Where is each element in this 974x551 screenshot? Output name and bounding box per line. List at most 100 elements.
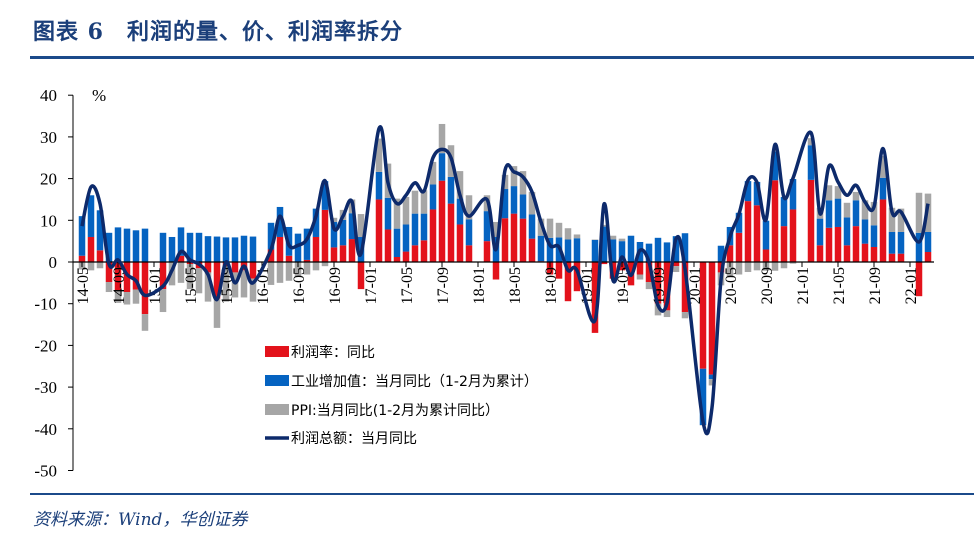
bar-industrial-value-added xyxy=(789,179,797,210)
bar-ppi xyxy=(114,291,122,303)
bar-profit-margin xyxy=(483,241,491,262)
y-tick-label: -50 xyxy=(34,462,57,481)
bar-industrial-value-added xyxy=(231,237,239,262)
bar-industrial-value-added xyxy=(276,206,284,237)
bar-ppi xyxy=(87,262,95,271)
bar-profit-margin xyxy=(762,249,770,262)
x-tick-label: 17-05 xyxy=(399,267,416,304)
bar-ppi xyxy=(186,264,194,290)
bar-profit-margin xyxy=(744,201,752,262)
bar-industrial-value-added xyxy=(627,235,635,262)
x-tick-label: 20-01 xyxy=(687,267,704,304)
title-divider xyxy=(30,56,974,59)
y-tick-label: 20 xyxy=(40,170,57,189)
bar-profit-margin xyxy=(267,249,275,262)
bar-profit-margin xyxy=(402,251,410,262)
x-tick-label: 20-05 xyxy=(723,267,740,304)
bar-industrial-value-added xyxy=(753,181,761,206)
bar-profit-margin xyxy=(375,199,383,262)
y-tick-label: 30 xyxy=(40,128,57,147)
bar-industrial-value-added xyxy=(888,231,896,254)
bar-ppi xyxy=(321,262,329,267)
bar-profit-margin xyxy=(447,203,455,262)
bar-industrial-value-added xyxy=(654,237,662,262)
bar-industrial-value-added xyxy=(843,217,851,246)
bar-profit-margin xyxy=(285,255,293,262)
bar-industrial-value-added xyxy=(699,368,707,426)
bar-profit-margin xyxy=(636,262,644,275)
bar-industrial-value-added xyxy=(240,235,248,262)
bar-industrial-value-added xyxy=(663,242,671,262)
bar-industrial-value-added xyxy=(870,225,878,247)
bar-profit-margin xyxy=(312,236,320,262)
bar-industrial-value-added xyxy=(600,226,608,262)
bar-profit-margin xyxy=(843,245,851,262)
legend-swatch xyxy=(265,404,289,415)
bar-profit-margin xyxy=(87,236,95,262)
bar-profit-margin xyxy=(771,180,779,262)
bar-industrial-value-added xyxy=(402,224,410,252)
bar-ppi xyxy=(276,262,284,283)
bar-industrial-value-added xyxy=(483,211,491,242)
bar-ppi xyxy=(213,298,221,328)
bar-ppi xyxy=(672,266,680,273)
bar-industrial-value-added xyxy=(897,231,905,254)
bar-industrial-value-added xyxy=(348,213,356,240)
bar-industrial-value-added xyxy=(744,181,752,202)
bar-industrial-value-added xyxy=(447,176,455,204)
x-tick-label: 15-05 xyxy=(183,267,200,304)
y-tick-label: -20 xyxy=(34,336,57,355)
bar-profit-margin xyxy=(924,251,932,262)
bar-industrial-value-added xyxy=(807,145,815,180)
bar-ppi xyxy=(870,201,878,226)
bar-profit-margin xyxy=(465,245,473,262)
bar-profit-margin xyxy=(501,218,509,262)
x-tick-label: 14-09 xyxy=(111,267,128,304)
bar-industrial-value-added xyxy=(681,233,689,262)
bar-industrial-value-added xyxy=(249,236,257,262)
bar-profit-margin xyxy=(591,262,599,333)
bar-profit-margin xyxy=(339,245,347,262)
bar-ppi xyxy=(834,186,842,199)
bar-ppi xyxy=(546,218,554,238)
bar-ppi xyxy=(402,196,410,225)
bar-industrial-value-added xyxy=(321,181,329,210)
bar-ppi xyxy=(600,224,608,227)
bar-profit-margin xyxy=(276,236,284,262)
bar-ppi xyxy=(753,262,761,271)
legend-swatch xyxy=(265,346,289,357)
bar-ppi xyxy=(564,228,572,240)
bar-profit-margin xyxy=(672,262,680,267)
bar-industrial-value-added xyxy=(879,177,887,200)
bar-ppi xyxy=(708,379,716,386)
bar-profit-margin xyxy=(879,199,887,262)
x-tick-label: 18-05 xyxy=(507,267,524,304)
bar-profit-margin xyxy=(492,262,500,280)
bar-ppi xyxy=(357,214,365,237)
bar-industrial-value-added xyxy=(708,374,716,380)
bar-industrial-value-added xyxy=(114,227,122,262)
x-tick-label: 21-01 xyxy=(795,267,812,304)
bar-ppi xyxy=(294,262,302,277)
unit-label: % xyxy=(92,86,106,105)
bar-profit-margin xyxy=(303,259,311,262)
bar-ppi xyxy=(303,262,311,275)
bar-industrial-value-added xyxy=(762,220,770,250)
bar-industrial-value-added xyxy=(771,151,779,181)
bar-profit-margin xyxy=(834,226,842,262)
bar-profit-margin xyxy=(915,262,923,297)
y-tick-label: -40 xyxy=(34,420,57,439)
bar-profit-margin xyxy=(123,262,131,293)
bar-profit-margin xyxy=(789,209,797,262)
bar-industrial-value-added xyxy=(375,171,383,200)
bar-ppi xyxy=(420,190,428,214)
bar-industrial-value-added xyxy=(834,198,842,227)
bar-industrial-value-added xyxy=(105,232,113,262)
bar-ppi xyxy=(438,123,446,154)
bar-ppi xyxy=(429,161,437,185)
bar-profit-margin xyxy=(825,227,833,262)
bar-industrial-value-added xyxy=(420,213,428,241)
bar-industrial-value-added xyxy=(438,153,446,181)
y-tick-label: 10 xyxy=(40,211,57,230)
bar-profit-margin xyxy=(420,240,428,262)
